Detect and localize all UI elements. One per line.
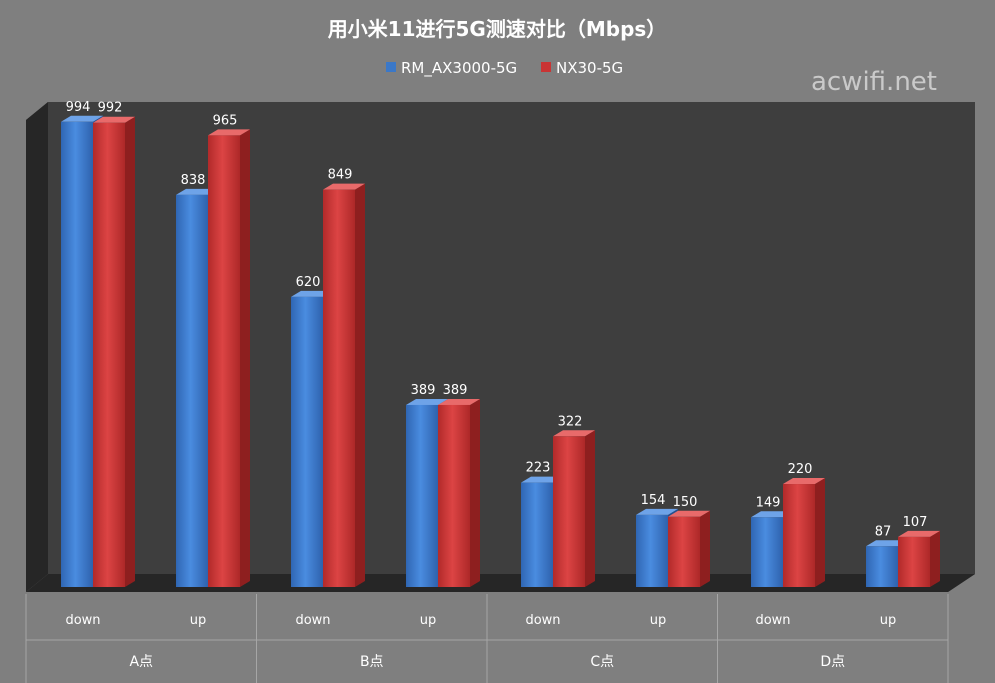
value-label-series-2-category-4: 389 bbox=[443, 383, 468, 398]
value-label-series-2-category-2: 965 bbox=[213, 113, 238, 128]
bar-series-2-category-3 bbox=[323, 189, 355, 587]
bar-top-2-1 bbox=[93, 116, 135, 123]
bar-top-1-2 bbox=[176, 188, 218, 195]
plot-back-wall bbox=[26, 102, 975, 592]
bar-series-2-category-2 bbox=[208, 135, 240, 587]
bar-top-2-2 bbox=[208, 129, 250, 136]
value-label-series-2-category-7: 220 bbox=[788, 462, 813, 477]
bar-series-2-category-7 bbox=[783, 484, 815, 587]
bar-series-1-category-6 bbox=[636, 514, 668, 587]
bar-top-2-5 bbox=[553, 430, 595, 437]
chart-title: 用小米11进行5G测速对比（Mbps） bbox=[328, 17, 667, 41]
value-label-series-1-category-2: 838 bbox=[181, 173, 206, 188]
category-label-8: up bbox=[880, 613, 897, 628]
category-label-4: up bbox=[420, 613, 437, 628]
bar-series-1-category-3 bbox=[291, 296, 323, 587]
bar-series-2-category-5 bbox=[553, 436, 585, 587]
plot-floor bbox=[26, 574, 975, 592]
bar-side-2-4 bbox=[470, 398, 480, 587]
bar-top-1-7 bbox=[751, 511, 793, 518]
bar-top-2-8 bbox=[898, 530, 940, 537]
bar-side-2-3 bbox=[355, 183, 365, 587]
bar-top-1-1 bbox=[61, 115, 103, 122]
value-label-series-2-category-6: 150 bbox=[673, 495, 698, 510]
plot-side-wall bbox=[26, 102, 48, 592]
value-label-series-1-category-8: 87 bbox=[875, 524, 892, 539]
group-label-1: A点 bbox=[129, 654, 153, 670]
group-label-2: B点 bbox=[360, 654, 384, 670]
group-label-4: D点 bbox=[820, 654, 845, 670]
bar-series-2-category-6 bbox=[668, 516, 700, 587]
bar-series-1-category-7 bbox=[751, 517, 783, 587]
bar-top-1-4 bbox=[406, 398, 448, 405]
bar-series-1-category-4 bbox=[406, 404, 438, 587]
value-label-series-1-category-3: 620 bbox=[296, 275, 321, 290]
legend-item-series-2: NX30-5G bbox=[541, 59, 623, 77]
value-labels-layer: 994 992 838 965 620 849 389 389 223 322 154 150 149 2… bbox=[66, 100, 928, 539]
bar-side-2-7 bbox=[815, 478, 825, 587]
category-axis-table: A点 B点 C点 D点 down up down up down up down up bbox=[25, 594, 949, 683]
bar-side-2-1 bbox=[125, 116, 135, 587]
bar-series-2-category-1 bbox=[93, 122, 125, 587]
watermark: acwifi.net bbox=[811, 67, 937, 97]
bar-top-1-6 bbox=[636, 508, 678, 515]
bar-series-2-category-8 bbox=[898, 536, 930, 587]
category-label-6: up bbox=[650, 613, 667, 628]
bar-top-2-3 bbox=[323, 183, 365, 190]
value-label-series-2-category-5: 322 bbox=[558, 414, 583, 429]
bar-side-2-6 bbox=[700, 510, 710, 587]
bar-series-1-category-5 bbox=[521, 482, 553, 587]
value-label-series-1-category-6: 154 bbox=[641, 493, 666, 508]
value-label-series-1-category-1: 994 bbox=[66, 100, 91, 115]
bar-top-2-4 bbox=[438, 398, 480, 405]
bar-series-1-category-2 bbox=[176, 194, 208, 588]
legend-item-series-1: RM_AX3000-5G bbox=[386, 59, 517, 78]
bar-top-1-8 bbox=[866, 540, 908, 547]
value-label-series-1-category-5: 223 bbox=[526, 461, 551, 476]
legend-label-series-2: NX30-5G bbox=[556, 59, 623, 77]
category-label-3: down bbox=[295, 613, 330, 628]
bar-series-1-category-1 bbox=[61, 121, 93, 588]
value-label-series-2-category-3: 849 bbox=[328, 168, 353, 183]
group-label-3: C点 bbox=[590, 654, 614, 670]
bar-side-2-5 bbox=[585, 430, 595, 587]
legend-swatch-series-1 bbox=[386, 62, 396, 72]
legend: RM_AX3000-5G NX30-5G bbox=[386, 59, 623, 78]
bar-top-1-5 bbox=[521, 476, 563, 483]
legend-swatch-series-2 bbox=[541, 62, 551, 72]
bar-side-2-2 bbox=[240, 129, 250, 587]
bars-layer bbox=[61, 115, 940, 588]
bar-series-1-category-8 bbox=[866, 546, 898, 587]
legend-label-series-1: RM_AX3000-5G bbox=[401, 59, 517, 78]
bar-top-2-6 bbox=[668, 510, 710, 517]
value-label-series-1-category-4: 389 bbox=[411, 383, 436, 398]
bar-top-2-7 bbox=[783, 478, 825, 485]
category-label-1: down bbox=[65, 613, 100, 628]
value-label-series-2-category-1: 992 bbox=[98, 101, 123, 116]
bar-top-1-3 bbox=[291, 290, 333, 297]
value-label-series-2-category-8: 107 bbox=[903, 515, 928, 530]
category-label-5: down bbox=[525, 613, 560, 628]
category-label-7: down bbox=[755, 613, 790, 628]
bar-side-2-8 bbox=[930, 530, 940, 587]
bar-series-2-category-4 bbox=[438, 404, 470, 587]
value-label-series-1-category-7: 149 bbox=[756, 495, 781, 510]
category-label-2: up bbox=[190, 613, 207, 628]
